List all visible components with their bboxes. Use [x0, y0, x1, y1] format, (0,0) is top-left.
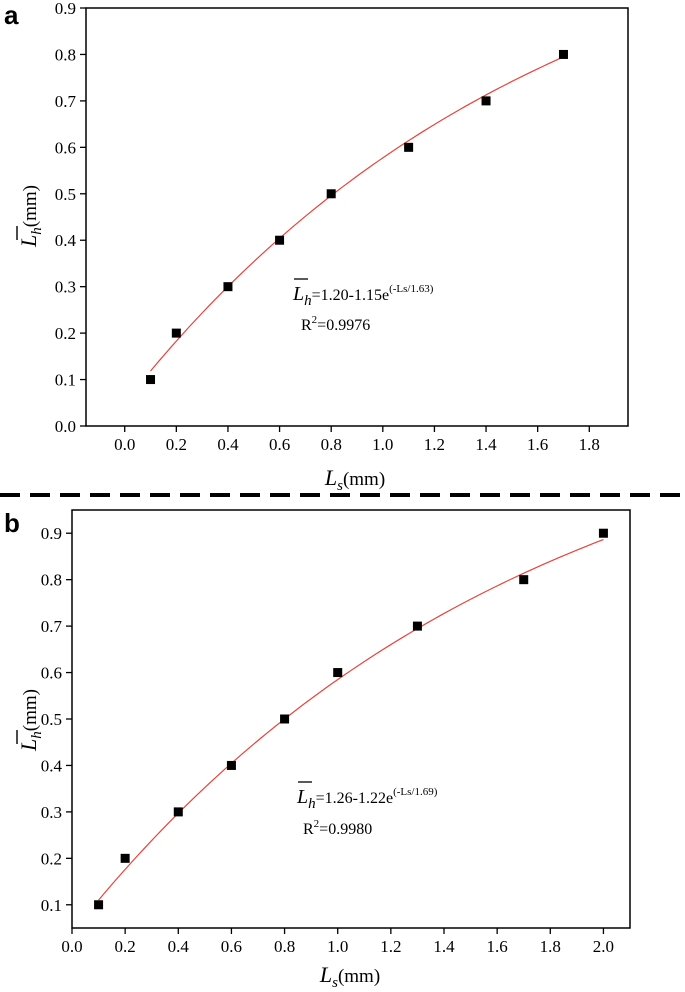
panel-a-x-tick-label: 0.0 [114, 435, 135, 454]
panel-a-x-tick-label: 0.4 [217, 435, 239, 454]
panel-a-x-tick-label: 0.2 [166, 435, 187, 454]
panel-b-data-point [412, 621, 422, 631]
svg-text:Lh=1.20-1.15e(-Ls/1.63): Lh=1.20-1.15e(-Ls/1.63) [292, 283, 434, 309]
panel-a-label: a [4, 0, 19, 30]
panel-b-r2: R2=0.9980 [303, 818, 372, 838]
panel-a-data-point [558, 49, 568, 59]
panel-a-x-tick-label: 1.6 [527, 435, 548, 454]
panel-b-y-tick-label: 0.3 [41, 803, 62, 822]
chart-panel-a: a 0.0 0.2 0.4 0.6 0.8 1.0 1.2 1.4 1.6 1.80.00.10.… [4, 0, 629, 494]
panel-a-data-point [146, 375, 156, 385]
panel-a-data-point [326, 189, 336, 199]
chart-panel-b: b 0.0 0.2 0.4 0.6 0.8 1.0 1.2 1.4 1.6 1.8 2.00.10.… [4, 508, 631, 991]
panel-a-data-point [481, 96, 491, 106]
panel-b-x-tick-label: 2.0 [593, 937, 614, 956]
panel-b-y-tick-label: 0.7 [41, 617, 63, 636]
panel-a-y-tick-label: 0.1 [55, 371, 76, 390]
panel-a-x-tick-label: 0.6 [269, 435, 290, 454]
panel-a-y-axis-label: Lh(mm) [16, 185, 45, 248]
panel-b-x-tick-label: 0.4 [168, 937, 190, 956]
panel-b-x-tick-label: 0.0 [61, 937, 82, 956]
panel-b-y-tick-label: 0.4 [41, 756, 63, 775]
panel-b-x-tick-label: 1.4 [433, 937, 455, 956]
panel-a-y-tick-label: 0.6 [55, 138, 76, 157]
panel-b-equation: Lh=1.26-1.22e(-Ls/1.69) R2=0.9980 [296, 781, 438, 838]
svg-text:Lh(mm): Lh(mm) [16, 689, 45, 752]
panel-b-y-tick-label: 0.9 [41, 524, 62, 543]
panel-b-y-axis-label: Lh(mm) [16, 689, 45, 752]
panel-a-x-tick-label: 0.8 [321, 435, 342, 454]
panel-a-y-tick-label: 0.3 [55, 278, 76, 297]
panel-b-marks: 0.0 0.2 0.4 0.6 0.8 1.0 1.2 1.4 1.6 1.8 2.0 0.1 0.2 0… [41, 509, 631, 956]
panel-b-x-tick-label: 0.8 [274, 937, 295, 956]
panel-a-y-tick-label: 0.8 [55, 45, 76, 64]
panel-b-x-axis-label: Ls(mm) [319, 962, 380, 991]
panel-a-y-tick-label: 0.4 [55, 231, 77, 250]
panel-b-data-point [226, 760, 236, 770]
panel-a-y-tick-label: 0.2 [55, 324, 76, 343]
panel-a-marks: 0.0 0.2 0.4 0.6 0.8 1.0 1.2 1.4 1.6 1.8 0.0 0.1 0.2 0… [55, 0, 629, 454]
panel-a-x-axis-label: Ls(mm) [324, 465, 385, 494]
panel-a-equation: Lh=1.20-1.15e(-Ls/1.63) R2=0.9976 [292, 278, 434, 334]
panel-a-data-point [171, 328, 181, 338]
panel-b-x-tick-label: 0.2 [115, 937, 136, 956]
panel-b-data-point [94, 900, 104, 910]
panel-a-r2: R2=0.9976 [301, 314, 370, 334]
panel-b-data-point [519, 575, 529, 585]
panel-a-x-tick-label: 1.0 [372, 435, 393, 454]
panel-a-y-tick-label: 0.5 [55, 185, 76, 204]
panel-a-x-tick-label: 1.8 [579, 435, 600, 454]
panel-a-fit-curve [150, 56, 564, 372]
panel-b-y-tick-label: 0.6 [41, 664, 62, 683]
panel-b-label: b [4, 508, 20, 538]
panel-b-data-point [333, 668, 343, 678]
panel-b-y-tick-label: 0.2 [41, 849, 62, 868]
panel-b-x-tick-label: 1.0 [327, 937, 348, 956]
panel-b-x-tick-label: 1.2 [380, 937, 401, 956]
panel-b-data-point [120, 853, 130, 863]
panel-a-x-tick-label: 1.4 [475, 435, 497, 454]
panel-b-y-tick-label: 0.5 [41, 710, 62, 729]
panel-b-data-point [173, 807, 183, 817]
panel-b-x-tick-label: 1.8 [540, 937, 561, 956]
panel-b-data-point [280, 714, 290, 724]
panel-a-y-tick-label: 0.7 [55, 92, 77, 111]
svg-text:Lh(mm): Lh(mm) [16, 185, 45, 248]
panel-b-data-point [598, 528, 608, 538]
panel-b-y-tick-label: 0.1 [41, 896, 62, 915]
panel-b-plot-frame [71, 509, 631, 929]
panel-b-x-tick-label: 1.6 [487, 937, 508, 956]
panel-b-x-tick-label: 0.6 [221, 937, 242, 956]
panel-a-plot-frame [85, 7, 629, 427]
panel-a-y-tick-label: 0.0 [55, 417, 76, 436]
panel-b-fit-curve [98, 538, 604, 901]
panel-a-x-tick-label: 1.2 [424, 435, 445, 454]
panel-a-data-point [275, 235, 285, 245]
panel-a-y-tick-label: 0.9 [55, 0, 76, 18]
panel-a-data-point [404, 142, 414, 152]
svg-text:Lh=1.26-1.22e(-Ls/1.69): Lh=1.26-1.22e(-Ls/1.69) [296, 786, 438, 812]
panel-a-data-point [223, 282, 233, 292]
panel-b-y-tick-label: 0.8 [41, 571, 62, 590]
